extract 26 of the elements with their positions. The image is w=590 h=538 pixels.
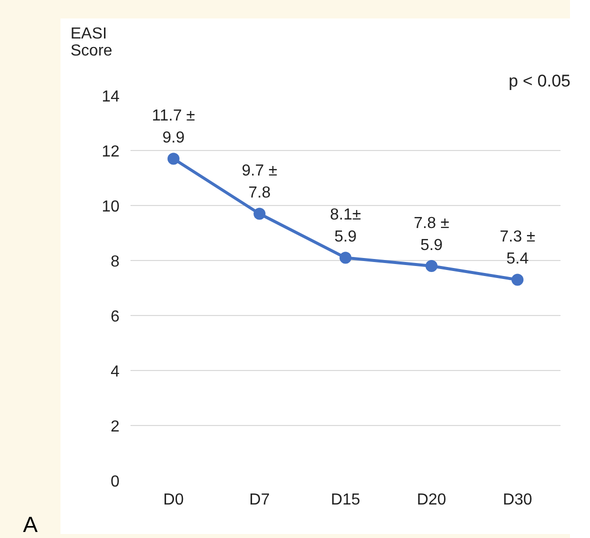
data-label: 7.8 ± 5.9 (414, 214, 450, 254)
y-tick-label: 4 (110, 364, 120, 380)
data-label: 8.1± 5.9 (330, 206, 362, 246)
text: A (23, 511, 38, 538)
y-tick-label: 2 (110, 418, 120, 436)
x-tick-label: D0 (163, 492, 184, 508)
y-tick-label: 14 (102, 88, 120, 106)
y-tick-label: 0 (110, 474, 120, 490)
x-tick-label: D20 (416, 492, 446, 508)
data-label: 9.7 ± 7.8 (242, 162, 278, 202)
data-label: 7.3 ± 5.4 (500, 228, 536, 268)
y-tick-label: 8 (110, 254, 120, 270)
point (254, 208, 266, 220)
y-tick-label: 6 (110, 308, 120, 326)
point (512, 274, 524, 286)
x-tick-label: D30 (502, 492, 532, 508)
point (426, 260, 438, 272)
x-tick-label: D7 (249, 492, 270, 508)
x-tick-label: D15 (330, 492, 360, 508)
y-tick-label: 10 (102, 198, 120, 216)
y-axis-title: EASI Score (70, 26, 112, 60)
data-label: 11.7 ± 9.9 (152, 108, 196, 147)
point (340, 252, 352, 264)
text: p < 0.05 (508, 72, 571, 90)
y-tick-label: 12 (102, 144, 120, 160)
point (168, 152, 180, 165)
